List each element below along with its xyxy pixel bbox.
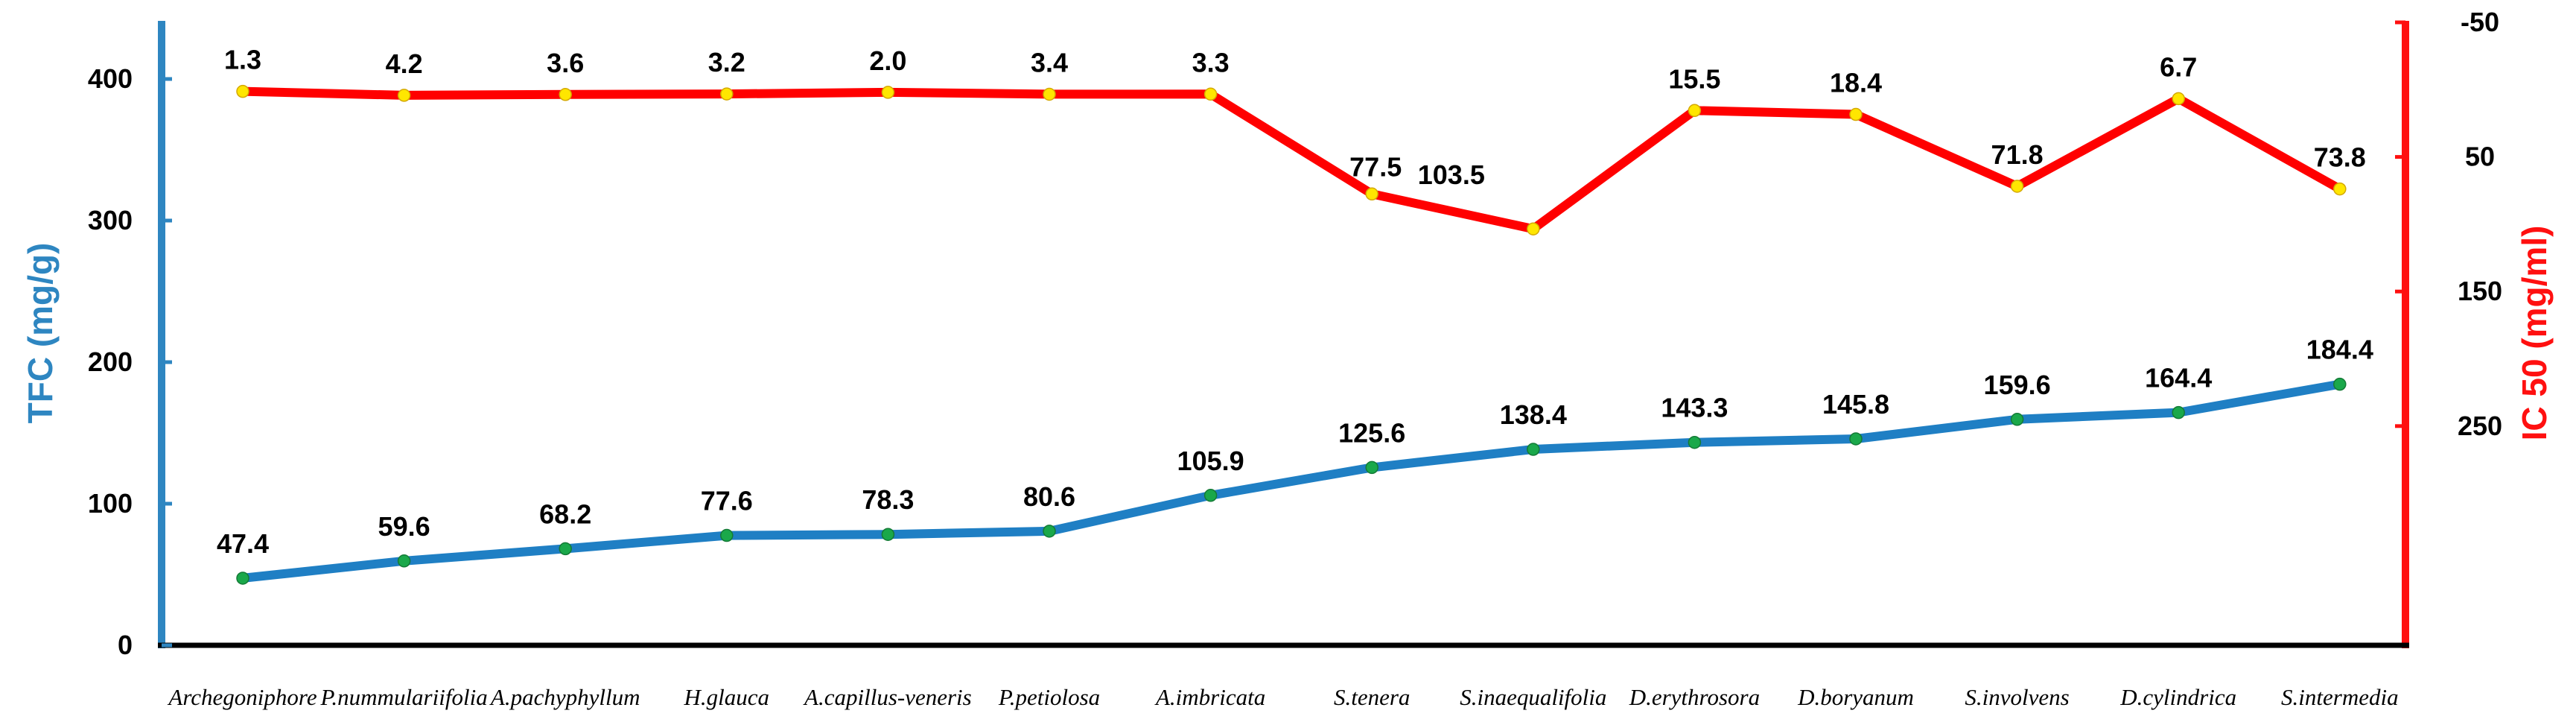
tfc-point — [720, 528, 734, 542]
tfc-series-line — [238, 379, 2344, 583]
left-tick-label: 100 — [88, 488, 133, 519]
category-label: H.glauca — [684, 684, 770, 710]
left-tick-label: 0 — [118, 630, 133, 660]
category-label: A.imbricata — [1154, 684, 1265, 710]
ic50-point — [1849, 107, 1863, 121]
category-label: P.petiolosa — [998, 684, 1100, 710]
right-axis-title: IC 50 (mg/ml) — [2515, 226, 2554, 441]
right-tick-label: 250 — [2458, 411, 2502, 441]
ic50-data-label: 2.0 — [869, 45, 906, 76]
left-tick-label: 300 — [88, 205, 133, 235]
tfc-data-label: 159.6 — [1984, 370, 2051, 400]
tfc-data-label: 80.6 — [1023, 481, 1075, 512]
tfc-data-label: 164.4 — [2145, 363, 2212, 393]
ic50-point — [1527, 222, 1540, 235]
tick-labels-group: 0 100 200 300 400 -50 50 150 250 — [88, 7, 2502, 660]
tfc-point — [2172, 405, 2185, 420]
tfc-point — [236, 572, 249, 585]
tfc-data-label: 47.4 — [217, 528, 269, 559]
ic50-data-label: 4.2 — [386, 48, 423, 79]
tfc-point — [1043, 525, 1056, 538]
ic50-data-label: 3.4 — [1031, 47, 1068, 77]
axes-group — [158, 20, 2409, 648]
ic50-data-label: 15.5 — [1668, 63, 1720, 94]
data-labels-group: 47.4 59.6 68.2 77.6 78.3 80.6 105.9 125.6 138.4 1… — [217, 45, 2373, 559]
tfc-data-label: 184.4 — [2306, 335, 2373, 365]
ic50-data-label: 3.3 — [1192, 47, 1230, 77]
category-label: D.erythrosora — [1629, 684, 1760, 710]
category-label: P.nummulariifolia — [319, 684, 487, 710]
category-label: Archegoniphore — [167, 684, 317, 710]
tfc-data-label: 68.2 — [539, 498, 591, 529]
ic50-point — [720, 87, 734, 101]
ic50-data-label: 71.8 — [1991, 139, 2044, 170]
left-tick-label: 400 — [88, 63, 133, 94]
right-tick-label: 50 — [2465, 142, 2495, 172]
tfc-point — [1849, 432, 1863, 446]
tfc-point — [1203, 489, 1218, 502]
category-label: A.capillus-veneris — [803, 684, 972, 710]
ic50-point — [881, 86, 895, 99]
category-label: D.cylindrica — [2119, 684, 2236, 710]
ic50-series-line — [238, 86, 2344, 234]
ic50-point — [236, 84, 249, 98]
ic50-point — [397, 89, 411, 102]
tfc-data-label: 105.9 — [1177, 446, 1244, 476]
tfc-point — [1365, 460, 1378, 475]
left-axis-title: TFC (mg/g) — [21, 243, 60, 424]
category-label: S.intermedia — [2281, 684, 2399, 710]
tfc-data-label: 143.3 — [1661, 393, 1728, 423]
tfc-data-label: 125.6 — [1338, 417, 1405, 448]
tfc-data-label: 78.3 — [862, 484, 914, 515]
ic50-data-label: 3.6 — [547, 48, 584, 78]
ic50-point — [2172, 92, 2185, 106]
left-tick-label: 200 — [88, 346, 133, 377]
tfc-point — [1527, 443, 1540, 456]
ic50-point — [1203, 87, 1218, 101]
tfc-point — [2333, 377, 2347, 391]
ic50-data-label: 77.5 — [1349, 151, 1402, 182]
ic50-data-label: 1.3 — [224, 45, 261, 75]
tfc-point — [881, 528, 895, 541]
ic50-data-label: 103.5 — [1418, 159, 1485, 190]
ic50-point — [559, 88, 572, 101]
tfc-data-label: 138.4 — [1500, 399, 1567, 430]
series-lines-group — [238, 86, 2344, 583]
ic50-point — [1365, 187, 1378, 201]
markers-group — [236, 84, 2347, 585]
ic50-point — [2333, 182, 2347, 196]
ic50-point — [1043, 87, 1056, 101]
tfc-point — [397, 554, 411, 568]
tfc-data-label: 77.6 — [701, 486, 753, 516]
right-tick-label: -50 — [2461, 7, 2499, 37]
ic50-data-label: 3.2 — [708, 47, 745, 77]
tfc-point — [2010, 413, 2024, 426]
category-label: D.boryanum — [1797, 684, 1914, 710]
tfc-point — [559, 542, 572, 556]
category-label: S.inaequalifolia — [1460, 684, 1606, 710]
ic50-data-label: 73.8 — [2314, 142, 2366, 173]
category-label: A.pachyphyllum — [489, 684, 640, 710]
ic50-data-label: 18.4 — [1830, 68, 1882, 98]
tfc-data-label: 145.8 — [1822, 389, 1889, 420]
right-tick-label: 150 — [2458, 276, 2502, 306]
ic50-point — [2010, 180, 2024, 193]
tfc-data-label: 59.6 — [378, 511, 430, 542]
tfc-point — [1688, 435, 1702, 449]
category-labels-group: Archegoniphore P.nummulariifolia A.pachyph… — [167, 684, 2398, 710]
category-label: S.tenera — [1334, 684, 1410, 710]
ic50-point — [1688, 104, 1702, 118]
ic50-data-label: 6.7 — [2160, 51, 2197, 82]
category-label: S.involvens — [1965, 684, 2069, 710]
